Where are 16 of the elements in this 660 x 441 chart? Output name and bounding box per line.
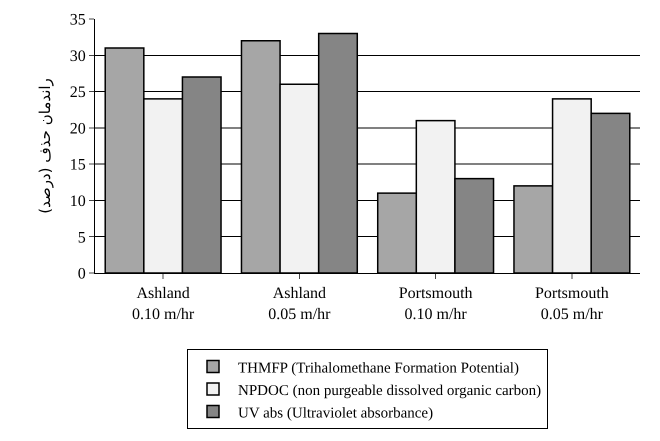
y-tick-label: 25 [70, 84, 86, 102]
y-tick-label: 0 [78, 266, 86, 283]
y-tick-label: 30 [70, 48, 86, 65]
x-tick-label: Portsmouth 0.05 m/hr [534, 285, 609, 323]
y-tick-label: 15 [70, 156, 86, 174]
y-tick-label: 10 [70, 193, 86, 210]
y-axis-title: راندمان حذف (درصد) [36, 78, 54, 214]
legend-label: THMFP (Trihalomethane Formation Potential) [238, 360, 519, 376]
x-tick-label: Portsmouth 0.10 m/hr [398, 285, 473, 323]
y-tick-label: 35 [70, 12, 86, 29]
y-tick-label: 5 [78, 229, 86, 246]
legend-label: NPDOC (non purgeable dissolved organic carbon) [238, 382, 542, 399]
legend-label: UV abs (Ultraviolet absorbance) [238, 405, 434, 422]
x-tick-label: Ashland 0.05 m/hr [268, 285, 332, 323]
y-tick-label: 20 [70, 120, 86, 138]
x-tick-label: Ashland 0.10 m/hr [132, 285, 195, 323]
